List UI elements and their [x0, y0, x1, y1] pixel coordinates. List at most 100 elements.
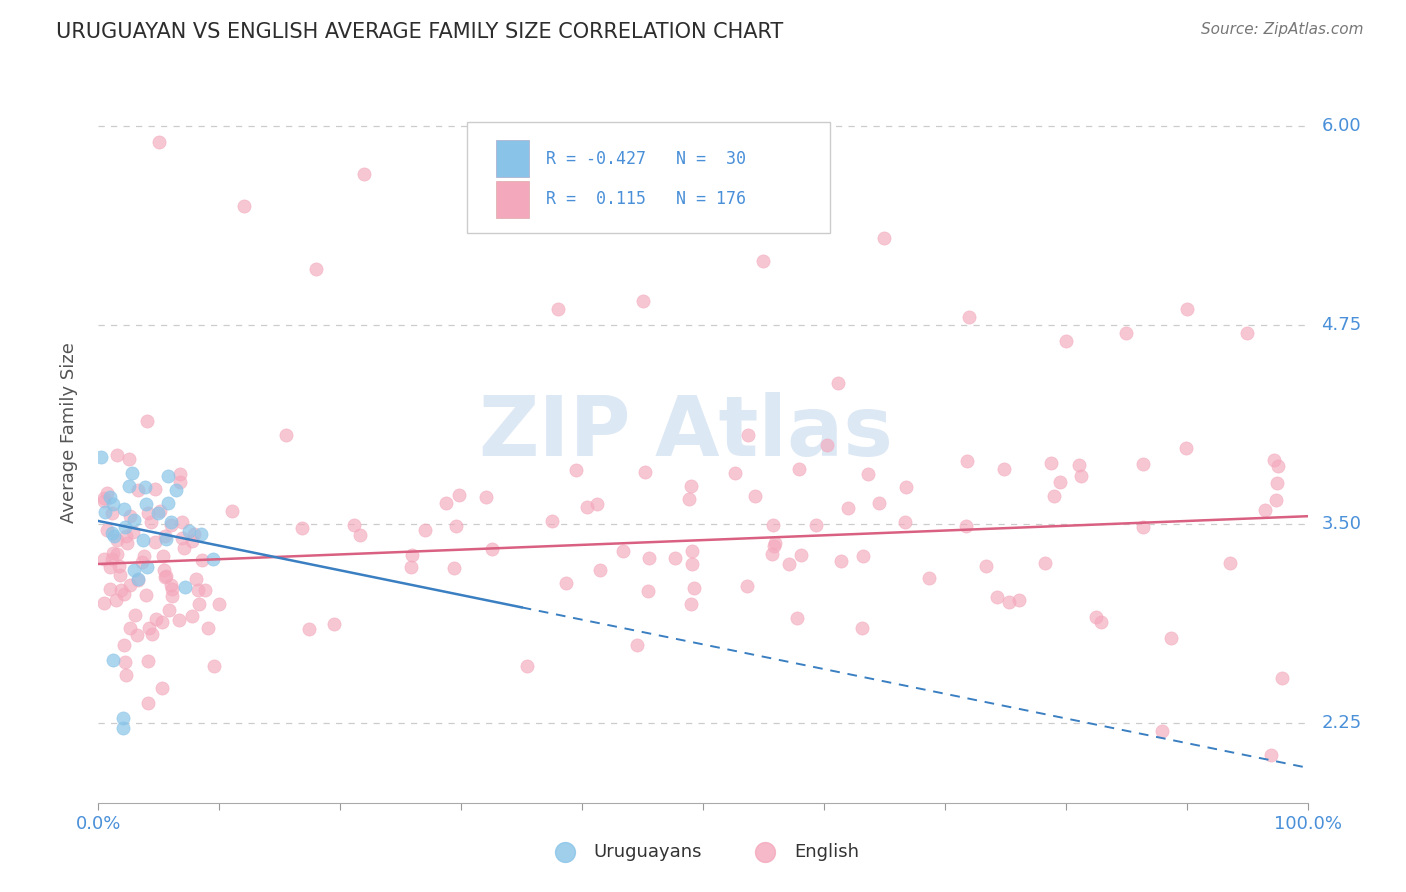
Point [852, 549, 875, 563]
Point [101, 546, 124, 560]
Point [664, 551, 686, 566]
Point [232, 199, 254, 213]
Point [173, 541, 195, 555]
Point [187, 597, 209, 611]
Point [637, 583, 659, 598]
Point [118, 452, 141, 467]
Point [201, 552, 224, 566]
Point [108, 568, 131, 582]
Point [136, 560, 159, 574]
Point [146, 506, 169, 520]
Point [681, 543, 703, 558]
Point [93, 493, 115, 508]
Point [157, 603, 180, 617]
Text: 4.75: 4.75 [1322, 316, 1362, 334]
Point [955, 519, 977, 533]
Point [153, 529, 176, 543]
Point [804, 518, 827, 533]
Point [135, 497, 157, 511]
Point [612, 544, 634, 558]
Point [136, 696, 159, 710]
Point [93, 491, 115, 505]
Point [1264, 493, 1286, 508]
Point [115, 536, 138, 550]
Point [157, 496, 180, 510]
Point [894, 515, 917, 529]
Point [112, 711, 135, 725]
Point [148, 135, 170, 149]
Point [127, 574, 149, 588]
Point [150, 681, 173, 696]
Point [957, 310, 980, 325]
Point [159, 515, 181, 529]
Point [167, 613, 190, 627]
Point [138, 621, 160, 635]
Point [291, 521, 314, 535]
Point [96, 523, 118, 537]
Point [121, 466, 143, 480]
Point [135, 588, 157, 602]
Point [221, 504, 243, 518]
Point [443, 561, 465, 575]
Point [830, 554, 852, 568]
Point [143, 535, 166, 549]
Point [112, 587, 135, 601]
Point [1070, 468, 1092, 483]
Point [122, 562, 145, 576]
Point [993, 462, 1015, 476]
FancyBboxPatch shape [467, 121, 830, 233]
Point [434, 496, 457, 510]
Point [786, 611, 808, 625]
Point [98, 490, 121, 504]
Point [1219, 556, 1241, 570]
Point [1033, 556, 1056, 570]
Point [101, 506, 124, 520]
Point [136, 654, 159, 668]
Point [744, 489, 766, 503]
Point [101, 652, 124, 666]
Point [90, 450, 112, 464]
Point [115, 529, 138, 543]
Point [187, 583, 209, 598]
Point [554, 576, 576, 591]
Point [134, 549, 156, 563]
Point [298, 622, 321, 636]
Point [194, 582, 217, 597]
Point [986, 590, 1008, 604]
Point [637, 551, 659, 566]
Point [626, 638, 648, 652]
Point [134, 480, 156, 494]
Point [98, 560, 121, 574]
Point [778, 557, 800, 571]
Point [153, 563, 176, 577]
Point [851, 621, 873, 635]
Point [682, 581, 704, 595]
Point [139, 515, 162, 529]
Point [1067, 458, 1090, 473]
Point [565, 463, 588, 477]
Text: 3.50: 3.50 [1322, 516, 1361, 533]
Point [274, 428, 297, 442]
Point [752, 254, 775, 268]
Point [1267, 459, 1289, 474]
Point [180, 533, 202, 548]
Point [127, 572, 149, 586]
Point [105, 592, 128, 607]
Point [974, 559, 997, 574]
Point [1132, 520, 1154, 534]
Point [131, 555, 153, 569]
Text: ZIP: ZIP [478, 392, 630, 473]
Point [1175, 442, 1198, 456]
Point [114, 520, 136, 534]
Point [1043, 489, 1066, 503]
Point [131, 533, 153, 547]
Text: URUGUAYAN VS ENGLISH AVERAGE FAMILY SIZE CORRELATION CHART: URUGUAYAN VS ENGLISH AVERAGE FAMILY SIZE… [56, 22, 783, 42]
Legend: Uruguayans, English: Uruguayans, English [540, 836, 866, 868]
Point [305, 262, 328, 277]
Point [101, 526, 124, 541]
Point [141, 627, 163, 641]
Point [170, 531, 193, 545]
Point [585, 498, 607, 512]
Point [170, 516, 193, 530]
Point [153, 570, 176, 584]
